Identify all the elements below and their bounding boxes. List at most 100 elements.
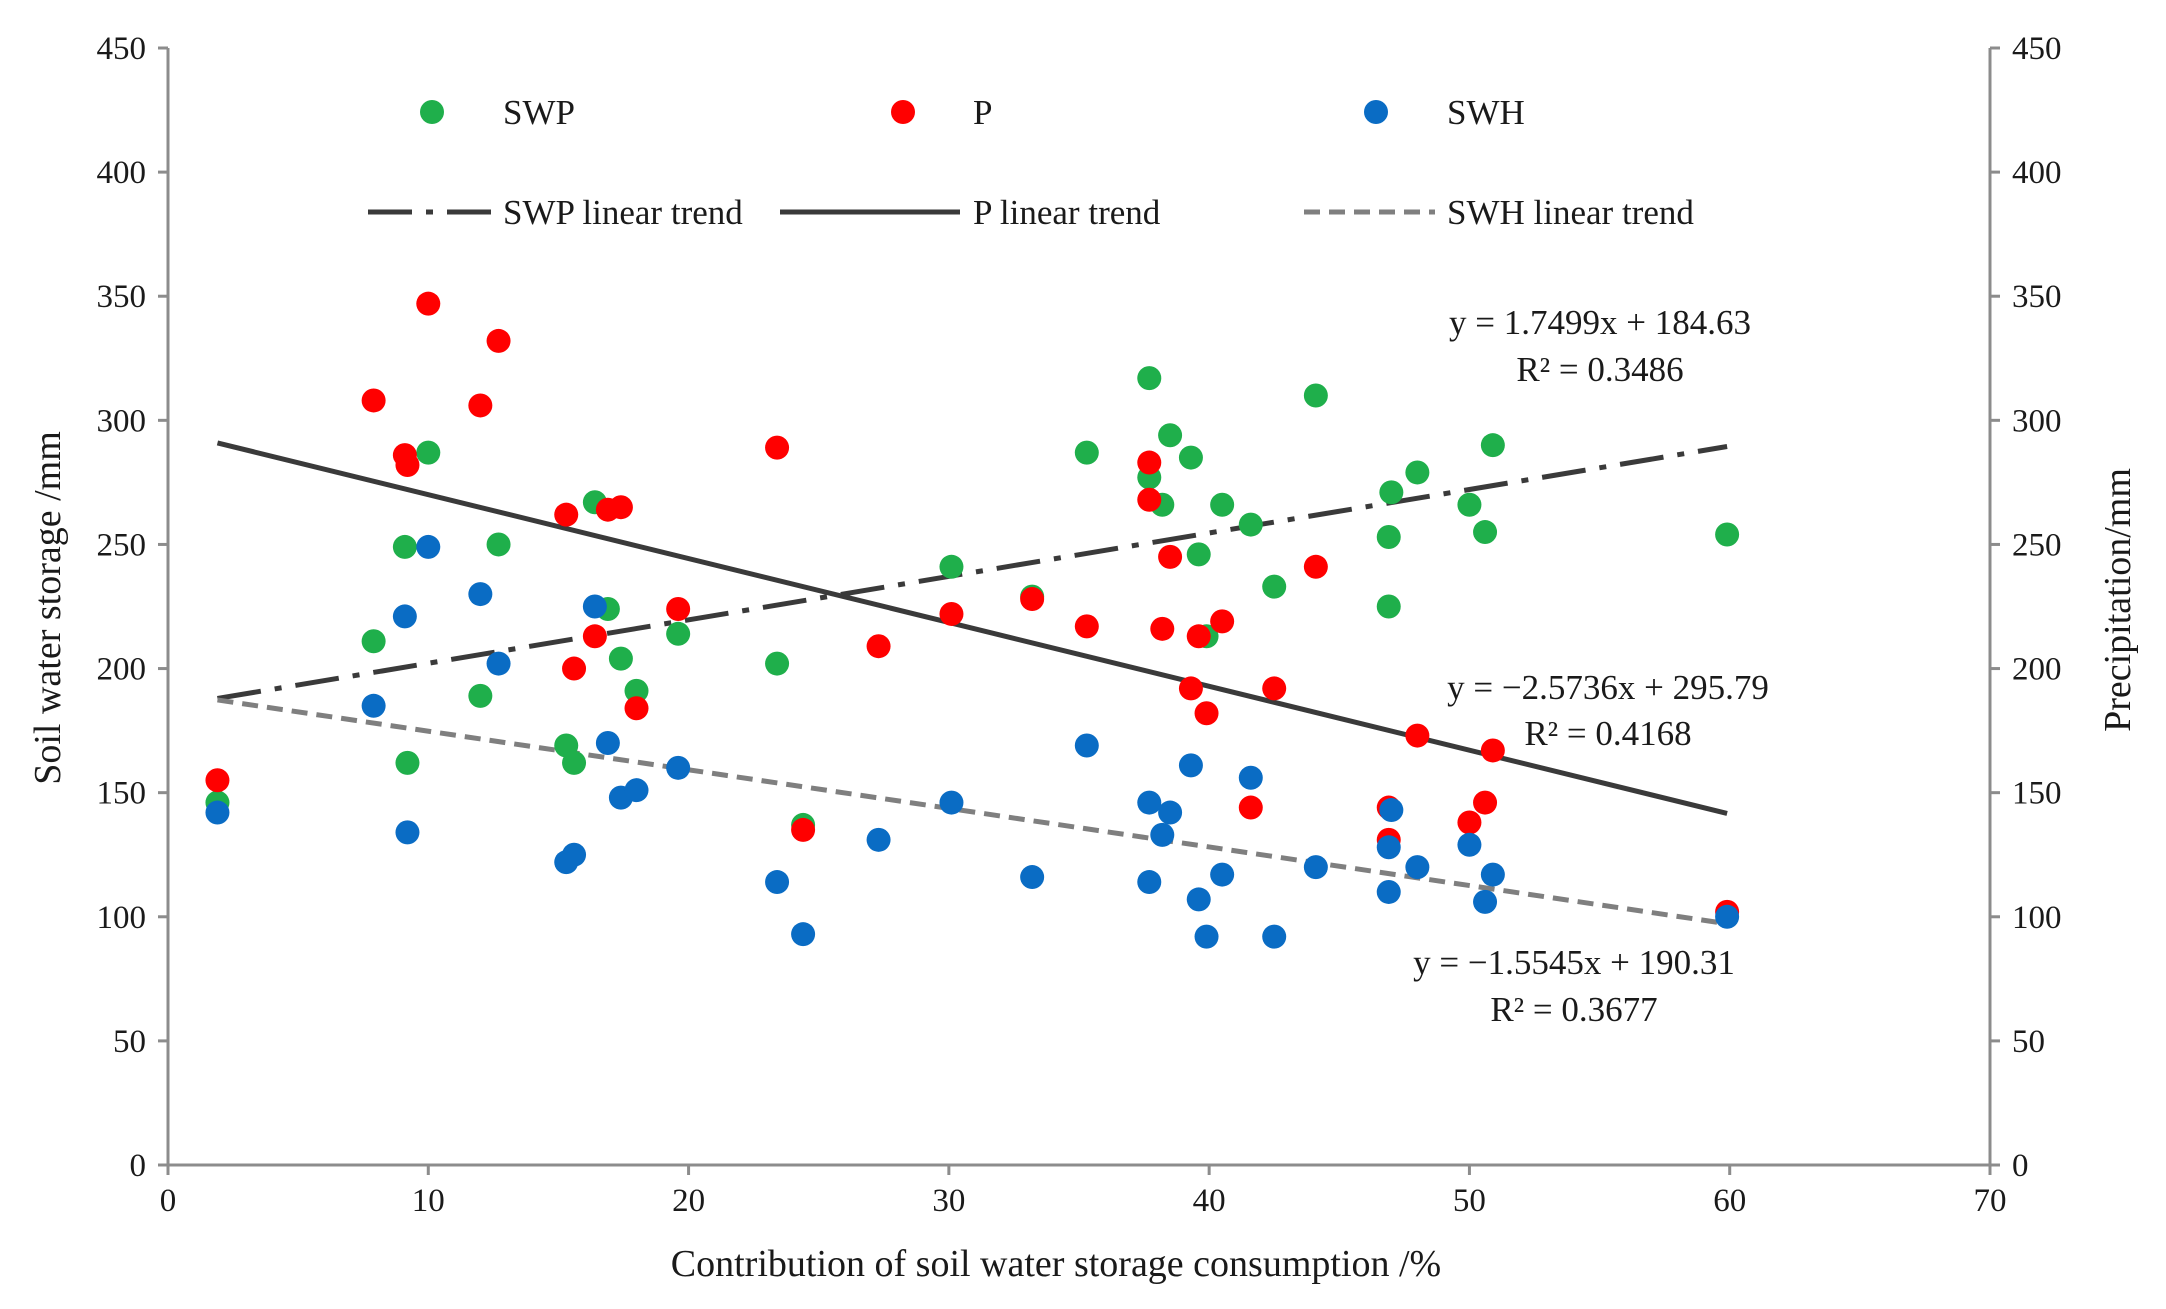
p-point (554, 502, 579, 527)
y-tick-label-left: 50 (113, 1024, 146, 1060)
swh-point (1376, 879, 1401, 904)
y-tick-label-left: 450 (97, 31, 147, 67)
y-tick-label-left: 0 (130, 1148, 147, 1184)
y-tick-label-right: 400 (2012, 155, 2062, 191)
p-point (486, 328, 511, 353)
x-axis-title: Contribution of soil water storage consu… (671, 1243, 1441, 1285)
swp-point (666, 621, 691, 646)
y-axis-title-right: Precipitation/mm (2097, 468, 2139, 732)
swh-point (1262, 924, 1287, 949)
swh-point (624, 778, 649, 803)
y-tick-label-right: 100 (2012, 900, 2062, 936)
swh-point (468, 582, 493, 607)
swp-point (361, 629, 386, 654)
p-point (361, 388, 386, 413)
swp-point (395, 750, 420, 775)
swp-point (1238, 512, 1263, 537)
swh-point (1238, 765, 1263, 790)
swh-point (1376, 835, 1401, 860)
swp-point (1137, 366, 1162, 391)
annotation-swh: y = −1.5545x + 190.31 R² = 0.3677 (1413, 943, 1735, 1029)
legend-marker-p (891, 100, 915, 124)
p-r2: R² = 0.4168 (1524, 714, 1691, 753)
x-tick-label: 50 (1453, 1183, 1486, 1219)
swp-point (486, 532, 511, 557)
legend-marker-swp (420, 100, 444, 124)
x-tick-label: 20 (672, 1183, 705, 1219)
legend-label-swh-trend: SWH linear trend (1447, 193, 1694, 232)
y-tick-label-left: 350 (97, 279, 147, 315)
x-tick-label: 60 (1713, 1183, 1746, 1219)
swp-point (765, 651, 790, 676)
swh-point (1158, 800, 1183, 825)
y-tick-label-right: 350 (2012, 279, 2062, 315)
swh-point (1210, 862, 1235, 887)
swh-point (1473, 889, 1498, 914)
swh-point (1150, 822, 1175, 847)
trendlines (216, 440, 1728, 927)
swh-point (562, 842, 587, 867)
p-point (1020, 587, 1045, 612)
p-point (1194, 701, 1219, 726)
p-point (468, 393, 493, 418)
p-point (416, 291, 441, 316)
p-point (666, 596, 691, 621)
p-point (1178, 676, 1203, 701)
swh-point (1303, 855, 1328, 880)
swp-trendline (217, 444, 1728, 701)
p-point (1186, 624, 1211, 649)
y-tick-label-left: 100 (97, 900, 147, 936)
p-point (1480, 738, 1505, 763)
swp-point (1262, 574, 1287, 599)
swp-point (1303, 383, 1328, 408)
swh-point (1480, 862, 1505, 887)
swh-point (1178, 753, 1203, 778)
y-tick-label-right: 0 (2012, 1148, 2029, 1184)
p-point (205, 768, 230, 793)
p-point (939, 601, 964, 626)
swh-point (416, 534, 441, 559)
p-point (1303, 554, 1328, 579)
legend-label-p: P (973, 93, 992, 132)
p-point (1405, 723, 1430, 748)
legend-label-swp-trend: SWP linear trend (503, 193, 743, 232)
p-point (1158, 544, 1183, 569)
swh-trendline (217, 697, 1728, 927)
p-point (1238, 795, 1263, 820)
legend: SWP P SWH SWP linear trend P linear trend SWH… (368, 93, 1694, 232)
p-point (765, 435, 790, 460)
swh-point (392, 604, 417, 629)
swp-point (608, 646, 633, 671)
swp-point (1178, 445, 1203, 470)
swp-point (1473, 520, 1498, 545)
swh-equation: y = −1.5545x + 190.31 (1413, 943, 1735, 982)
p-point (624, 696, 649, 721)
swh-point (1137, 790, 1162, 815)
swh-point (1405, 855, 1430, 880)
p-point (1137, 450, 1162, 475)
swh-point (765, 870, 790, 895)
swh-point (791, 922, 816, 947)
annotation-p: y = −2.5736x + 295.79 R² = 0.4168 (1447, 668, 1769, 753)
swh-point (1715, 904, 1740, 929)
swp-point (1457, 492, 1482, 517)
x-tick-label: 30 (932, 1183, 965, 1219)
axes (158, 46, 2000, 1175)
swp-point (562, 750, 587, 775)
y-tick-label-right: 50 (2012, 1024, 2045, 1060)
swp-point (416, 440, 441, 465)
p-point (1074, 614, 1099, 639)
p-point (1137, 487, 1162, 512)
swp-point (1186, 542, 1211, 567)
swp-point (1376, 594, 1401, 619)
p-point (1457, 810, 1482, 835)
swh-point (866, 827, 891, 852)
x-tick-label: 40 (1193, 1183, 1226, 1219)
swh-point (205, 800, 230, 825)
swh-point (1457, 832, 1482, 857)
swh-r2: R² = 0.3677 (1490, 990, 1657, 1029)
y-tick-label-left: 250 (97, 527, 147, 563)
swp-point (1480, 433, 1505, 458)
y-tick-label-left: 150 (97, 776, 147, 812)
